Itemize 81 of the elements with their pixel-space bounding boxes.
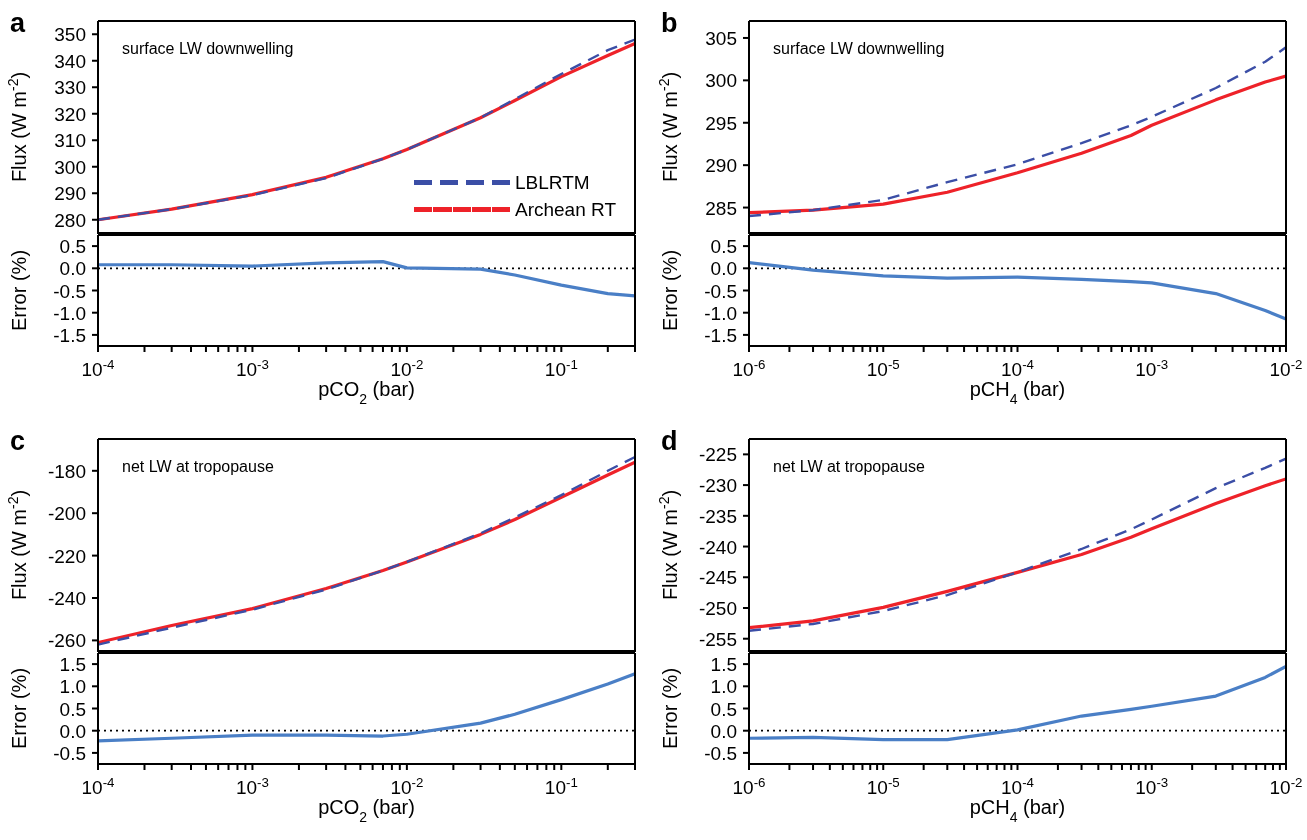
y-axis-title: Error (%): [8, 249, 30, 332]
x-tick-label: 10$^{-1}$: [544, 356, 578, 380]
y-tick-label: 295: [705, 112, 737, 134]
y-tick-label: 330: [54, 77, 86, 99]
y-tick-label: -260: [47, 630, 86, 652]
y-tick-label: 285: [705, 197, 737, 219]
legend-label: LBLRTM: [514, 171, 590, 194]
y-tick-label: 0.0: [710, 720, 737, 742]
y-tick-label: 0.0: [59, 258, 86, 280]
y-axis-title: Error (%): [659, 667, 681, 750]
y-tick-label: 0.5: [710, 236, 737, 258]
y-tick-label: -1.0: [704, 302, 737, 324]
x-tick-label: 10$^{-5}$: [866, 356, 900, 380]
y-tick-label: -180: [47, 460, 86, 482]
y-tick-label: -0.5: [704, 280, 737, 302]
x-tick-label: 10$^{-2}$: [1269, 774, 1303, 798]
chart-title: c: [10, 426, 26, 457]
y-tick-label: 280: [54, 209, 86, 231]
y-tick-label: -1.0: [53, 302, 86, 324]
chart-title: b: [661, 8, 678, 39]
y-tick-label: 1.0: [710, 676, 737, 698]
x-tick-label: 10$^{-2}$: [390, 774, 424, 798]
y-tick-label: 300: [54, 156, 86, 178]
annotation: surface LW downwelling: [122, 40, 294, 58]
y-tick-label: -200: [47, 503, 86, 525]
y-tick-label: 290: [54, 183, 86, 205]
x-tick-label: 10$^{-6}$: [732, 774, 766, 798]
y-tick-label: -240: [698, 536, 737, 558]
annotation: net LW at tropopause: [773, 458, 925, 476]
y-axis-title: Error (%): [8, 667, 30, 750]
x-tick-label: 10$^{-2}$: [390, 356, 424, 380]
x-tick-label: 10$^{-5}$: [866, 774, 900, 798]
x-tick-label: 10$^{-3}$: [1135, 774, 1169, 798]
chart-title: d: [661, 426, 678, 457]
y-tick-label: -225: [698, 444, 737, 466]
y-tick-label: 305: [705, 27, 737, 49]
y-tick-label: 1.5: [59, 654, 86, 676]
y-tick-label: 290: [705, 155, 737, 177]
annotation: surface LW downwelling: [773, 40, 945, 58]
y-tick-label: -0.5: [53, 742, 86, 764]
x-tick-label: 10$^{-1}$: [544, 774, 578, 798]
x-axis-title: pCH$_{4}$ (bar): [969, 378, 1066, 407]
y-tick-label: 0.5: [710, 698, 737, 720]
y-tick-label: 300: [705, 70, 737, 92]
y-tick-label: -0.5: [53, 280, 86, 302]
x-axis-title: pCO$_{2}$ (bar): [318, 378, 415, 407]
y-tick-label: -0.5: [704, 742, 737, 764]
y-tick-label: -250: [698, 597, 737, 619]
y-tick-label: -255: [698, 628, 737, 650]
x-tick-label: 10$^{-3}$: [235, 774, 269, 798]
y-tick-label: 0.0: [710, 258, 737, 280]
y-tick-label: 0.0: [59, 720, 86, 742]
x-tick-label: 10$^{-2}$: [1269, 356, 1303, 380]
x-tick-label: 10$^{-4}$: [1001, 356, 1034, 380]
y-tick-label: 320: [54, 103, 86, 125]
x-tick-label: 10$^{-4}$: [81, 774, 115, 798]
y-tick-label: 1.5: [710, 654, 737, 676]
x-axis-title: pCH$_{4}$ (bar): [969, 796, 1066, 825]
x-tick-label: 10$^{-3}$: [1135, 356, 1169, 380]
y-tick-label: -220: [47, 545, 86, 567]
annotation: net LW at tropopause: [122, 458, 274, 476]
chart-title: a: [10, 8, 26, 39]
y-tick-label: 340: [54, 50, 86, 72]
y-tick-label: -235: [698, 505, 737, 527]
y-tick-label: -1.5: [704, 324, 737, 346]
y-tick-label: 350: [54, 24, 86, 46]
y-tick-label: 0.5: [59, 236, 86, 258]
x-axis-title: pCO$_{2}$ (bar): [318, 796, 415, 825]
x-tick-label: 10$^{-4}$: [81, 356, 115, 380]
x-tick-label: 10$^{-6}$: [732, 356, 766, 380]
legend-label: Archean RT: [514, 198, 616, 221]
y-tick-label: -230: [698, 475, 737, 497]
y-tick-label: 310: [54, 130, 86, 152]
y-tick-label: 1.0: [59, 676, 86, 698]
x-tick-label: 10$^{-3}$: [235, 356, 269, 380]
y-tick-label: -245: [698, 567, 737, 589]
y-axis-title: Error (%): [659, 249, 681, 332]
y-tick-label: -1.5: [53, 324, 86, 346]
y-tick-label: 0.5: [59, 698, 86, 720]
x-tick-label: 10$^{-4}$: [1001, 774, 1034, 798]
y-tick-label: -240: [47, 588, 86, 609]
